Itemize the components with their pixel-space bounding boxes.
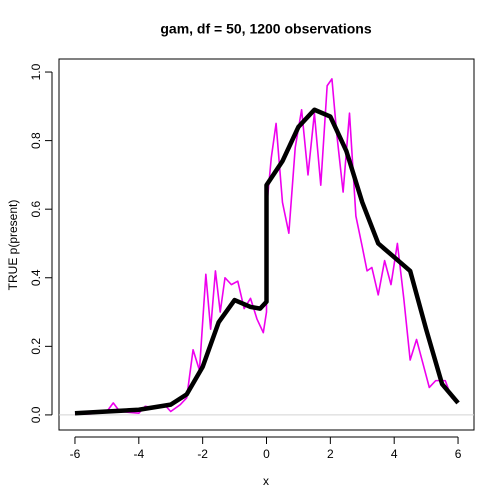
x-tick-label: 4 xyxy=(391,447,398,461)
x-tick-label: 2 xyxy=(327,447,334,461)
y-tick-label: 0.6 xyxy=(29,201,43,218)
line-series xyxy=(74,107,460,416)
y-tick-label: 1.0 xyxy=(29,63,43,80)
x-tick-label: -2 xyxy=(197,447,208,461)
x-tick-label: -6 xyxy=(70,447,81,461)
x-tick-label: 6 xyxy=(455,447,462,461)
x-axis-label: x xyxy=(263,474,269,488)
x-tick-label: -4 xyxy=(133,447,144,461)
chart-title: gam, df = 50, 1200 observations xyxy=(160,21,371,37)
y-tick-label: 0.2 xyxy=(29,338,43,355)
y-tick-label: 0.4 xyxy=(29,269,43,286)
x-tick-label: 0 xyxy=(263,447,270,461)
y-tick-label: 0.8 xyxy=(29,132,43,149)
plot-box xyxy=(58,58,475,431)
y-tick-label: 0.0 xyxy=(29,406,43,423)
y-axis-label: TRUE p(present) xyxy=(6,200,20,291)
